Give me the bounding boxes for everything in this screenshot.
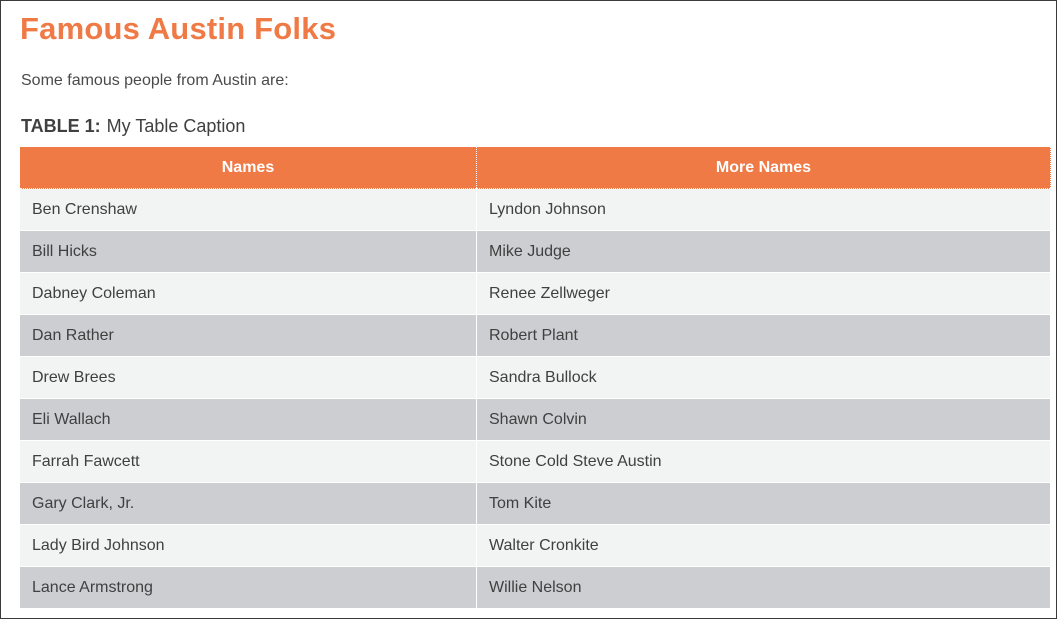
cell-text: Walter Cronkite (489, 536, 599, 554)
cell-text: Lyndon Johnson (489, 200, 606, 218)
cell-text: Robert Plant (489, 326, 578, 344)
people-table: Names More Names Ben Crenshaw Lyndon Joh… (19, 146, 1051, 609)
caption-label: TABLE 1: (21, 116, 101, 136)
cell-text: Shawn Colvin (489, 410, 587, 428)
cell-text: Farrah Fawcett (32, 452, 140, 470)
cell-text: Renee Zellweger (489, 284, 610, 302)
cell-text: Gary Clark, Jr. (32, 494, 135, 512)
table-cell: Willie Nelson (476, 566, 1051, 609)
table-cell: Shawn Colvin (476, 398, 1051, 441)
cell-text: Sandra Bullock (489, 368, 597, 386)
cell-text: Lance Armstrong (32, 578, 153, 596)
header-more-names: More Names (476, 146, 1051, 189)
table-row: Lady Bird Johnson Walter Cronkite (19, 524, 1051, 567)
table-row: Lance Armstrong Willie Nelson (19, 566, 1051, 609)
table-cell: Tom Kite (476, 482, 1051, 525)
cell-text: Lady Bird Johnson (32, 536, 165, 554)
cell-text: Drew Brees (32, 368, 116, 386)
table-cell: Farrah Fawcett (19, 440, 477, 483)
table-cell: Sandra Bullock (476, 356, 1051, 399)
table-cell: Renee Zellweger (476, 272, 1051, 315)
table-cell: Dan Rather (19, 314, 477, 357)
cell-text: Tom Kite (489, 494, 552, 512)
cell-text: Dabney Coleman (32, 284, 156, 302)
cell-text: Eli Wallach (32, 410, 111, 428)
table-cell: Bill Hicks (19, 230, 477, 273)
table-cell: Mike Judge (476, 230, 1051, 273)
table-cell: Lance Armstrong (19, 566, 477, 609)
table-cell: Robert Plant (476, 314, 1051, 357)
table-cell: Gary Clark, Jr. (19, 482, 477, 525)
table-cell: Dabney Coleman (19, 272, 477, 315)
table-cell: Stone Cold Steve Austin (476, 440, 1051, 483)
cell-text: Stone Cold Steve Austin (489, 452, 662, 470)
table-row: Drew Brees Sandra Bullock (19, 356, 1051, 399)
table-row: Dan Rather Robert Plant (19, 314, 1051, 357)
table-caption: TABLE 1: My Table Caption (21, 116, 245, 137)
table-cell: Lady Bird Johnson (19, 524, 477, 567)
cell-text: Ben Crenshaw (32, 200, 137, 218)
header-names: Names (19, 146, 477, 189)
page-title: Famous Austin Folks (20, 11, 337, 46)
table-row: Farrah Fawcett Stone Cold Steve Austin (19, 440, 1051, 483)
caption-text: My Table Caption (106, 116, 246, 136)
cell-text: Bill Hicks (32, 242, 97, 260)
table-row: Eli Wallach Shawn Colvin (19, 398, 1051, 441)
table-cell: Drew Brees (19, 356, 477, 399)
table-row: Gary Clark, Jr. Tom Kite (19, 482, 1051, 525)
intro-text: Some famous people from Austin are: (21, 72, 289, 89)
table-cell: Ben Crenshaw (19, 188, 477, 231)
table-cell: Lyndon Johnson (476, 188, 1051, 231)
cell-text: Mike Judge (489, 242, 571, 260)
table-header-row: Names More Names (19, 146, 1051, 189)
table-row: Ben Crenshaw Lyndon Johnson (19, 188, 1051, 231)
table-row: Bill Hicks Mike Judge (19, 230, 1051, 273)
cell-text: Dan Rather (32, 326, 114, 344)
cell-text: Willie Nelson (489, 578, 582, 596)
table-row: Dabney Coleman Renee Zellweger (19, 272, 1051, 315)
table-cell: Walter Cronkite (476, 524, 1051, 567)
table-cell: Eli Wallach (19, 398, 477, 441)
